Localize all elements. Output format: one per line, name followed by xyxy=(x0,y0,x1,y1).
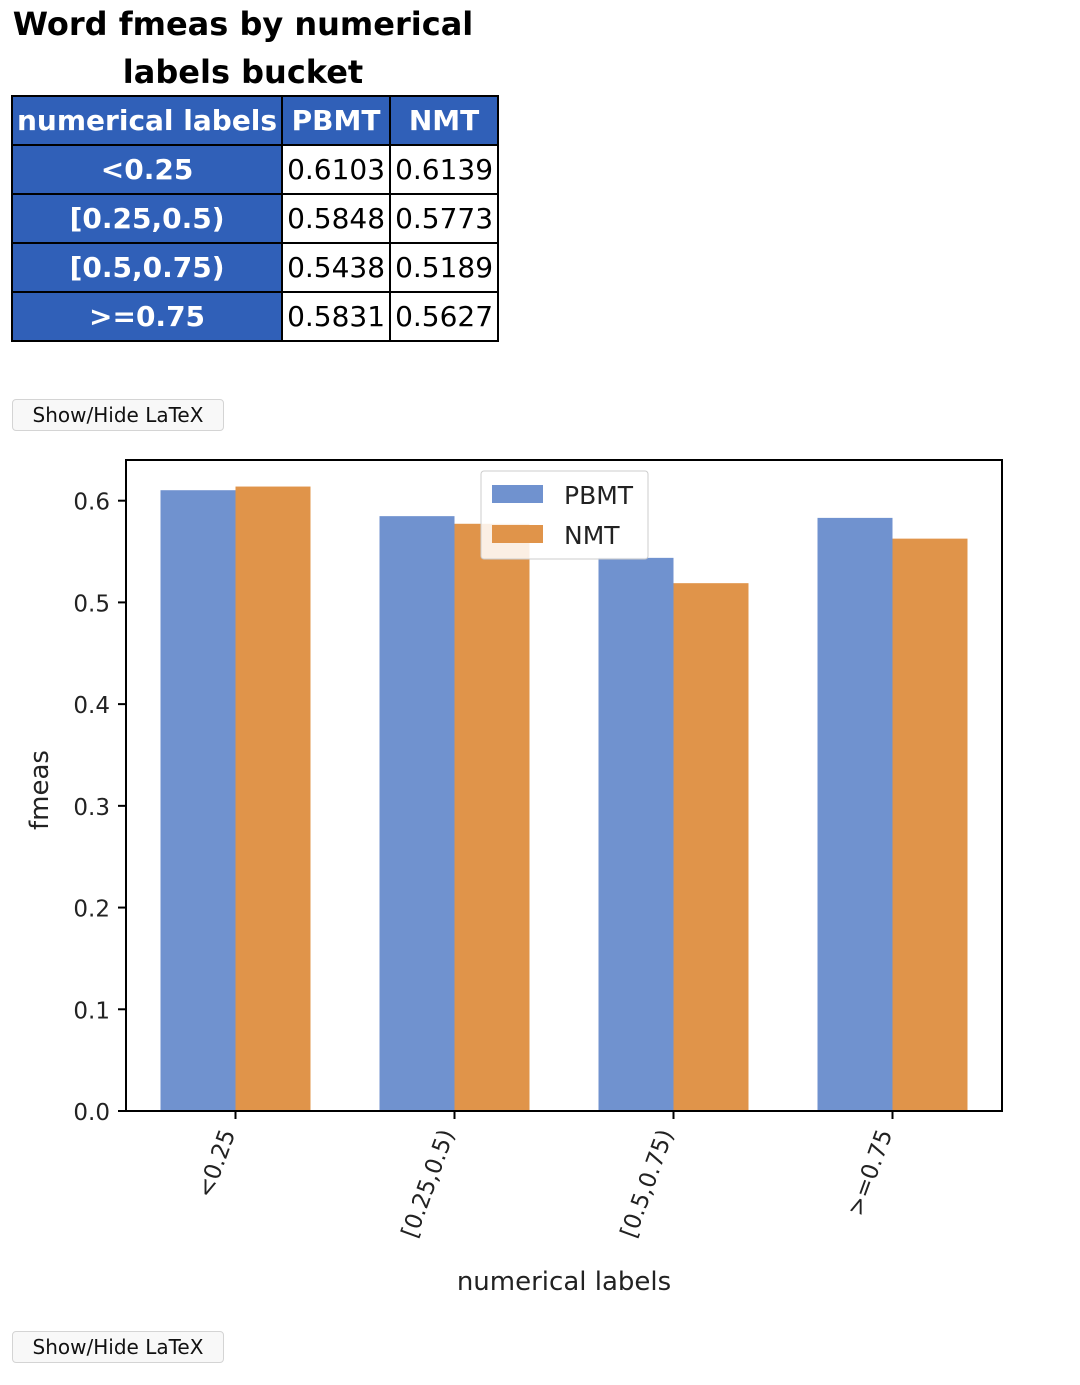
y-tick-label: 0.2 xyxy=(73,897,110,923)
y-tick-label: 0.4 xyxy=(73,693,110,719)
bar-pbmt-3 xyxy=(817,517,893,1111)
y-axis-label: fmeas xyxy=(25,750,55,830)
results-table: numerical labels PBMT NMT <0.25 0.6103 0… xyxy=(10,95,500,342)
table-title: Word fmeas by numerical labels bucket xyxy=(12,5,474,91)
bar-chart: 0.0 0.1 0.2 0.3 0.4 0.5 0.6 <0.25 [0.25,0.5) [0.… xyxy=(25,459,1003,1297)
x-axis-label: numerical labels xyxy=(457,1267,671,1297)
pbmt-value: 0.5438 xyxy=(281,242,392,293)
header-nmt: NMT xyxy=(389,95,500,146)
bar-nmt-1 xyxy=(454,523,530,1111)
header-pbmt: PBMT xyxy=(281,95,392,146)
legend-label-pbmt: PBMT xyxy=(564,481,634,510)
table-row: <0.25 0.6103 0.6139 xyxy=(10,144,500,195)
x-tick-label: [0.5,0.75) xyxy=(616,1126,679,1241)
show-hide-latex-button[interactable]: Show/Hide LaTeX xyxy=(12,399,224,431)
bar-pbmt-1 xyxy=(379,516,455,1111)
bars-group xyxy=(160,486,968,1112)
legend-label-nmt: NMT xyxy=(564,521,620,550)
bar-nmt-3 xyxy=(892,538,968,1111)
pbmt-value: 0.6103 xyxy=(281,144,392,195)
header-numerical-labels: numerical labels xyxy=(10,95,284,146)
pbmt-value: 0.5848 xyxy=(281,193,392,244)
bar-nmt-0 xyxy=(235,486,311,1111)
x-tick-label: >=0.75 xyxy=(843,1126,898,1219)
bar-nmt-2 xyxy=(673,583,749,1111)
legend-swatch-nmt xyxy=(492,525,543,543)
x-tick-label: [0.25,0.5) xyxy=(397,1126,460,1241)
nmt-value: 0.5773 xyxy=(389,193,500,244)
table-row: >=0.75 0.5831 0.5627 xyxy=(10,291,500,342)
table-header-row: numerical labels PBMT NMT xyxy=(10,95,500,146)
x-tick-label: <0.25 xyxy=(193,1126,242,1201)
y-tick-label: 0.3 xyxy=(73,795,110,821)
row-label: >=0.75 xyxy=(10,291,284,342)
show-hide-latex-button-2[interactable]: Show/Hide LaTeX xyxy=(12,1331,224,1363)
table-row: [0.25,0.5) 0.5848 0.5773 xyxy=(10,193,500,244)
legend-swatch-pbmt xyxy=(492,485,543,503)
plot-frame xyxy=(125,459,1003,1112)
pbmt-value: 0.5831 xyxy=(281,291,392,342)
bar-pbmt-2 xyxy=(598,557,674,1111)
table-row: [0.5,0.75) 0.5438 0.5189 xyxy=(10,242,500,293)
row-label: [0.5,0.75) xyxy=(10,242,284,293)
y-tick-label: 0.5 xyxy=(73,591,110,617)
bar-pbmt-0 xyxy=(160,490,236,1112)
y-tick-label: 0.0 xyxy=(73,1100,110,1126)
nmt-value: 0.6139 xyxy=(389,144,500,195)
y-tick-label: 0.6 xyxy=(73,490,110,516)
nmt-value: 0.5189 xyxy=(389,242,500,293)
row-label: <0.25 xyxy=(10,144,284,195)
legend: PBMT NMT xyxy=(480,470,649,560)
row-label: [0.25,0.5) xyxy=(10,193,284,244)
y-tick-label: 0.1 xyxy=(73,998,110,1024)
nmt-value: 0.5627 xyxy=(389,291,500,342)
x-axis: <0.25 [0.25,0.5) [0.5,0.75) >=0.75 xyxy=(193,1111,898,1241)
y-axis: 0.0 0.1 0.2 0.3 0.4 0.5 0.6 xyxy=(73,490,126,1126)
